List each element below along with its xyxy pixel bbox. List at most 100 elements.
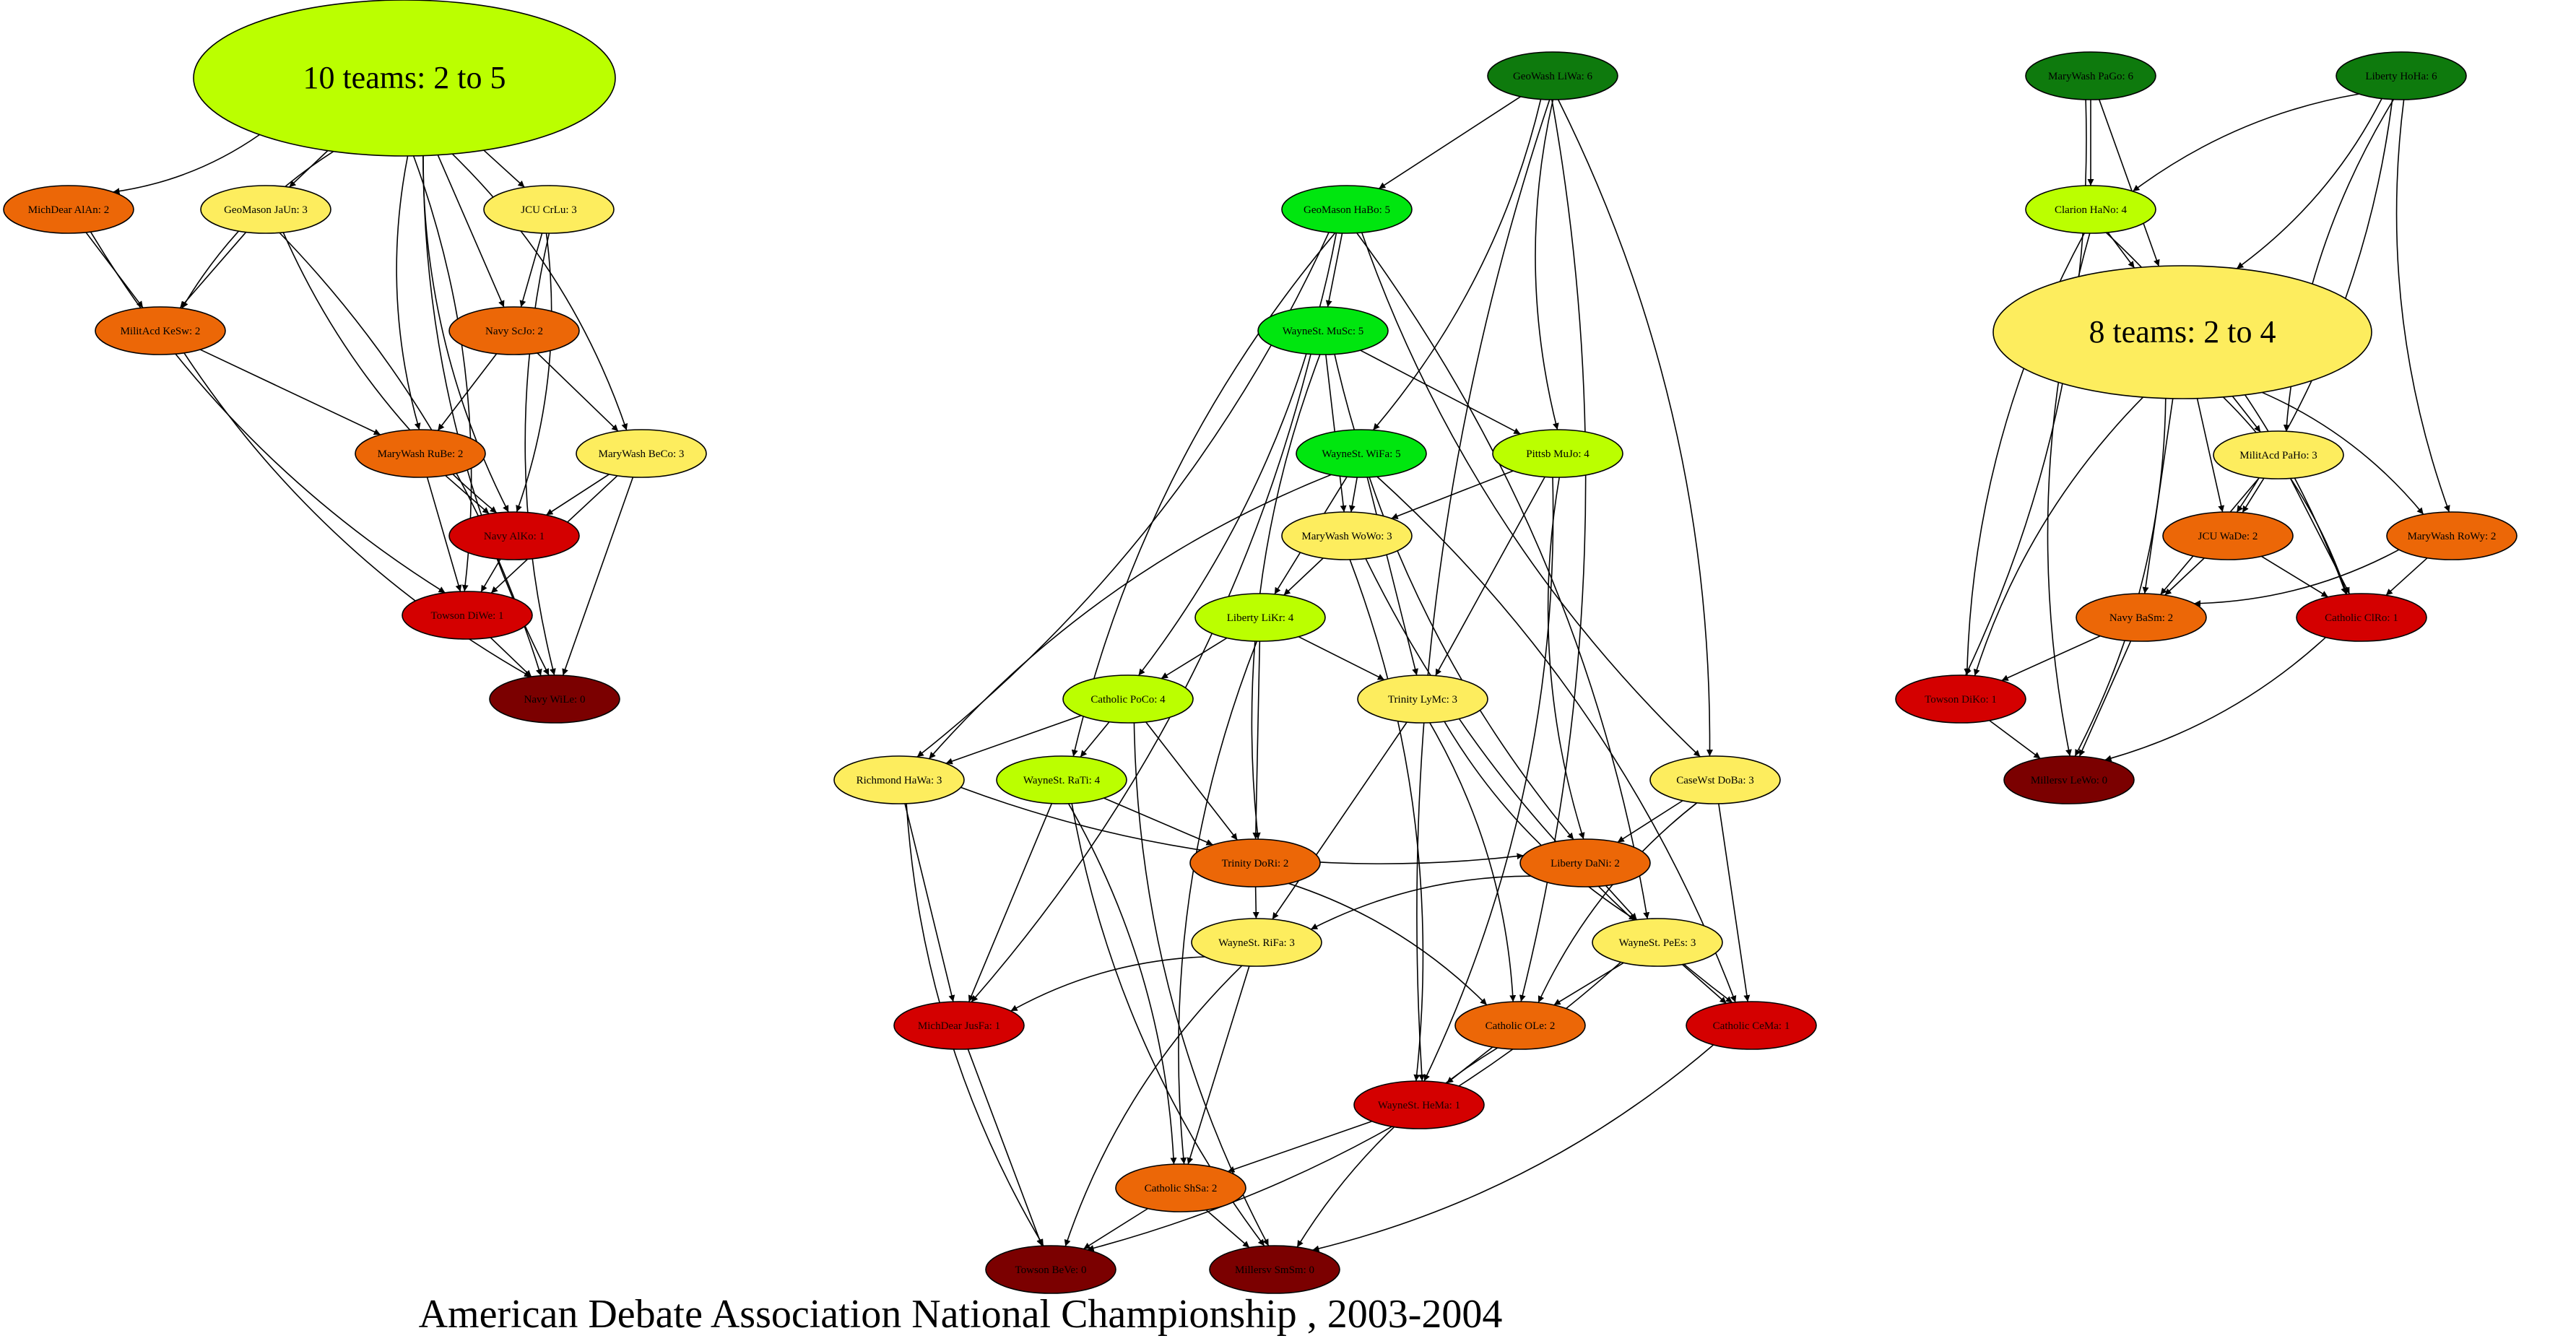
team-ellipse	[893, 1001, 1025, 1050]
edge-WayneSt_WiFa-to-Trinity_LyMc	[1366, 477, 1418, 676]
team-ellipse	[1353, 1080, 1485, 1129]
team-label: MaryWash RuBe: 2	[378, 448, 464, 460]
edge-Trinity_DoRi-to-Catholic_OLe	[1288, 882, 1488, 1006]
team-label: Clarion HaNo: 4	[2055, 204, 2127, 216]
team-node: Catholic CeMa: 1	[1686, 1001, 1817, 1050]
team-node: Catholic ClRo: 1	[2296, 593, 2427, 642]
edge-GeoWash_LiWa-to-WayneSt_HeMa	[1416, 99, 1551, 1082]
team-label: Towson DiKo: 1	[1925, 694, 1997, 706]
edge-WayneSt_RaTi-to-Catholic_ShSa	[1067, 803, 1177, 1165]
team-label: MichDear AlAn: 2	[28, 204, 109, 216]
team-node: Catholic OLe: 2	[1454, 1001, 1586, 1050]
team-label: JCU WaDe: 2	[2198, 531, 2258, 542]
edge-Towson_DiWe-to-Navy_WiLe	[490, 637, 532, 677]
edge-Pittsb_MuJo-to-Trinity_LyMc	[1435, 476, 1545, 677]
edge-c8-to-Catholic_ClRo	[2222, 396, 2349, 595]
edge-Catholic_ShSa-to-Millersv_SmSm	[1205, 1209, 1250, 1249]
team-node: GeoMason JaUn: 3	[200, 185, 331, 234]
team-ellipse	[1189, 838, 1321, 888]
team-ellipse	[2025, 185, 2156, 234]
edge-Pittsb_MuJo-to-MaryWash_WoWo	[1391, 470, 1514, 519]
team-label: Navy BaSm: 2	[2109, 612, 2173, 624]
team-ellipse	[1519, 838, 1651, 888]
team-ellipse	[1209, 1245, 1340, 1294]
team-ellipse	[1115, 1163, 1246, 1212]
team-label: Pittsb MuJo: 4	[1526, 448, 1590, 460]
team-node: Millersv LeWo: 0	[2003, 755, 2135, 804]
edge-MaryWash_BeCo-to-Navy_WiLe	[562, 477, 634, 676]
cluster-ellipse	[1992, 265, 2372, 399]
edge-GeoMason_HaBo-to-Catholic_PoCo	[1137, 233, 1337, 676]
team-label: WayneSt. PeEs: 3	[1619, 937, 1696, 949]
team-ellipse	[1062, 674, 1194, 724]
team-node: Liberty LiKr: 4	[1194, 593, 1326, 642]
edge-Catholic_PoCo-to-Trinity_DoRi	[1145, 721, 1239, 841]
team-ellipse	[489, 674, 620, 724]
edge-Catholic_ShSa-to-Towson_BeVe	[1083, 1207, 1149, 1250]
edge-WayneSt_MuSc-to-Liberty_DaNi	[1334, 354, 1574, 841]
team-node: Trinity LyMc: 3	[1357, 674, 1488, 724]
cluster-ellipse	[193, 0, 616, 157]
team-label: Richmond HaWa: 3	[857, 775, 942, 786]
edge-GeoWash_LiWa-to-WayneSt_WiFa	[1372, 99, 1542, 431]
team-ellipse	[200, 185, 331, 234]
team-node: CaseWst DoBa: 3	[1649, 755, 1781, 804]
team-label: MaryWash RoWy: 2	[2408, 531, 2497, 542]
team-label: MaryWash BeCo: 3	[599, 448, 685, 460]
team-node: WayneSt. PeEs: 3	[1592, 918, 1723, 967]
team-label: MilitAcd PaHo: 3	[2239, 450, 2317, 461]
team-node: MichDear JusFa: 1	[893, 1001, 1025, 1050]
team-ellipse	[1686, 1001, 1817, 1050]
edge-MaryWash_RuBe-to-Navy_AlKo	[445, 474, 490, 515]
team-ellipse	[1492, 429, 1623, 478]
cluster-label: 8 teams: 2 to 4	[2089, 314, 2276, 350]
team-label: Catholic OLe: 2	[1486, 1020, 1556, 1032]
team-ellipse	[448, 511, 580, 560]
edge-c10-to-Navy_ScJo	[437, 155, 505, 308]
edge-Towson_DiKo-to-Millersv_LeWo	[1989, 719, 2041, 760]
edge-GeoWash_LiWa-to-GeoMason_HaBo	[1378, 96, 1522, 189]
team-node: Pittsb MuJo: 4	[1492, 429, 1623, 478]
edge-GeoMason_HaBo-to-CaseWst_DoBa	[1361, 232, 1701, 758]
edge-Trinity_LyMc-to-Catholic_OLe	[1429, 722, 1517, 1002]
team-ellipse	[833, 755, 965, 804]
team-node: Towson DiWe: 1	[402, 591, 533, 640]
edge-Navy_BaSm-to-Towson_DiKo	[2001, 635, 2101, 682]
edge-CaseWst_DoBa-to-Catholic_OLe	[1538, 802, 1698, 1003]
edge-c8-to-MaryWash_RoWy	[2262, 391, 2424, 515]
team-ellipse	[402, 591, 533, 640]
edge-MilitAcd_PaHo-to-JCU_WaDe	[2242, 477, 2265, 513]
edge-Navy_AlKo-to-Towson_DiWe	[480, 558, 501, 593]
edge-Navy_ScJo-to-MaryWash_BeCo	[537, 352, 619, 432]
edge-c8-to-Millersv_LeWo	[2074, 398, 2167, 757]
edge-WayneSt_RiFa-to-Towson_BeVe	[1064, 965, 1243, 1247]
edge-MichDear_JusFa-to-Towson_BeVe	[967, 1049, 1043, 1246]
edge-WayneSt_MuSc-to-Pittsb_MuJo	[1360, 350, 1521, 435]
team-node: WayneSt. RiFa: 3	[1191, 918, 1322, 967]
edges-layer	[85, 93, 2450, 1252]
edge-WayneSt_WiFa-to-Catholic_CeMa	[1376, 476, 1737, 1003]
team-label: Catholic CeMa: 1	[1713, 1020, 1790, 1032]
team-node: JCU WaDe: 2	[2162, 511, 2294, 560]
team-node: Towson DiKo: 1	[1895, 674, 2026, 724]
team-label: GeoMason JaUn: 3	[224, 204, 308, 216]
team-ellipse	[1357, 674, 1488, 724]
edge-Trinity_LyMc-to-WayneSt_RiFa	[1272, 721, 1408, 920]
team-node: MilitAcd KeSw: 2	[95, 306, 226, 355]
team-node: MilitAcd PaHo: 3	[2213, 430, 2344, 479]
edge-Pittsb_MuJo-to-WayneSt_HeMa	[1423, 477, 1554, 1082]
team-label: Liberty DaNi: 2	[1551, 858, 1620, 869]
edge-Liberty_HoHa-to-c8	[2236, 98, 2382, 269]
team-ellipse	[2076, 593, 2207, 642]
team-ellipse	[1895, 674, 2026, 724]
edge-Liberty_HoHa-to-MaryWash_RoWy	[2395, 99, 2450, 513]
team-node: WayneSt. MuSc: 5	[1257, 306, 1389, 355]
team-ellipse	[2336, 51, 2467, 100]
team-label: MichDear JusFa: 1	[918, 1020, 1000, 1032]
edge-Navy_ScJo-to-MaryWash_RuBe	[437, 353, 498, 431]
team-label: CaseWst DoBa: 3	[1676, 775, 1753, 786]
edge-GeoMason_HaBo-to-WayneSt_RaTi	[1071, 232, 1336, 757]
team-ellipse	[2025, 51, 2156, 100]
edge-JCU_CrLu-to-Navy_AlKo	[516, 233, 552, 513]
cluster-node: 8 teams: 2 to 4	[1992, 265, 2372, 399]
